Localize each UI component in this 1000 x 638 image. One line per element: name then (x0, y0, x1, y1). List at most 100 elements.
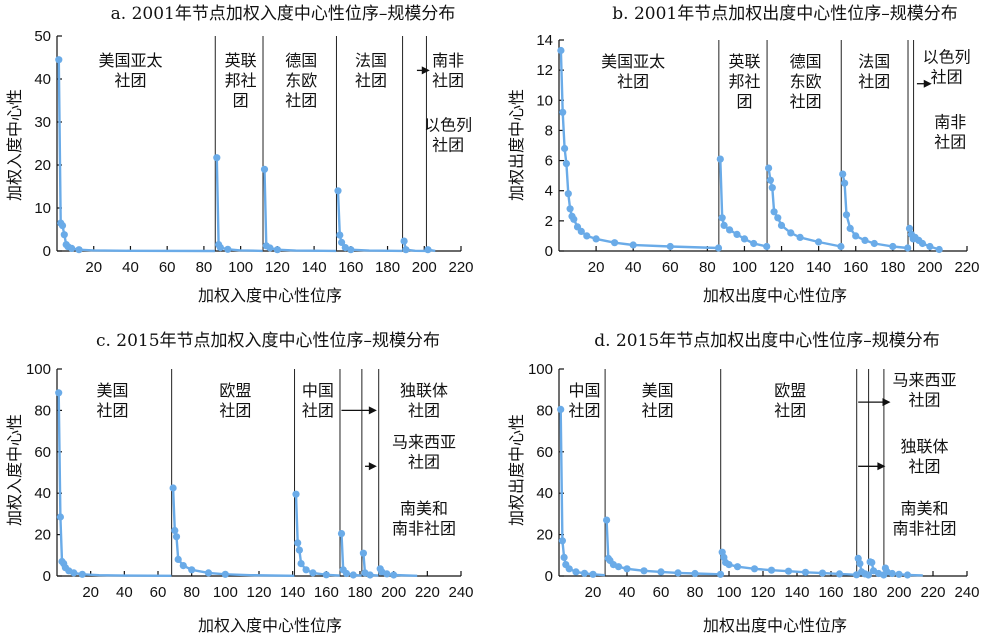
series-segment-line (719, 159, 767, 248)
data-point (852, 232, 860, 240)
x-tick-label: 200 (886, 584, 911, 601)
data-point (796, 233, 804, 241)
x-tick-label: 60 (662, 259, 679, 276)
x-tick-label: 220 (920, 584, 945, 601)
data-point (580, 569, 589, 577)
data-point (292, 490, 300, 498)
community-label-line: 独联体 (400, 381, 448, 400)
community-label-line: 社团 (908, 391, 940, 410)
data-point (818, 569, 827, 577)
community-label-line: 南非 (432, 51, 464, 70)
data-point (926, 242, 934, 251)
data-point (895, 570, 903, 578)
data-point (870, 239, 878, 248)
x-tick-label: 140 (806, 259, 831, 276)
series-segment-line (263, 169, 337, 253)
data-point (640, 567, 648, 575)
data-point (720, 221, 728, 229)
data-point (224, 245, 232, 253)
data-point (726, 226, 734, 234)
data-point (334, 187, 342, 195)
x-tick-label: 160 (314, 584, 339, 601)
community-label-line: 英联 (225, 51, 257, 70)
community-label-line: 中国 (568, 381, 600, 400)
y-tick-label: 8 (545, 122, 553, 139)
data-point (336, 231, 344, 239)
data-point (294, 539, 302, 547)
data-point (322, 571, 330, 579)
data-point (889, 242, 897, 251)
community-label: 以色列社团 (923, 48, 971, 87)
community-label-line: 社团 (432, 71, 464, 90)
community-label: 美国亚太社团 (98, 51, 162, 90)
x-tick-label: 160 (843, 259, 868, 276)
y-tick-label: 40 (34, 485, 51, 502)
y-tick-label: 20 (34, 157, 51, 174)
arrow-head-icon (923, 79, 932, 88)
data-point (172, 533, 181, 541)
community-label-line: 南非社团 (892, 519, 956, 538)
data-point (774, 214, 782, 222)
data-point (765, 164, 773, 172)
community-label-line: 南非社团 (392, 519, 456, 538)
community-label-line: 邦社 (728, 72, 760, 91)
data-point (566, 205, 574, 213)
data-point (784, 567, 793, 575)
data-point (733, 230, 741, 238)
x-tick-label: 40 (625, 259, 642, 276)
arrow-head-icon (421, 66, 430, 75)
community-label-line: 法国 (355, 51, 387, 70)
x-tick-label: 120 (246, 584, 271, 601)
community-label: 以色列社团 (424, 116, 472, 155)
data-point (716, 155, 724, 163)
community-label-line: 美国 (642, 381, 674, 400)
community-label-line: 社团 (908, 457, 940, 476)
community-label-line: 社团 (858, 72, 890, 91)
community-label-line: 英联 (728, 52, 760, 71)
data-point (213, 154, 221, 162)
community-label-line: 南非 (934, 112, 966, 131)
y-tick-label: 12 (536, 62, 553, 79)
community-label: 南非社团 (934, 112, 966, 151)
y-tick-label: 14 (536, 32, 553, 49)
chart-panel-b: b. 2001年节点加权出度中心性位序–规模分布 加权出度中心性位序 加权出度中… (507, 4, 980, 305)
y-axis-label: 加权入度中心性 (5, 89, 24, 201)
data-point (260, 165, 269, 173)
y-tick-label: 100 (528, 361, 553, 378)
x-tick-label: 40 (619, 584, 636, 601)
data-point (56, 513, 64, 521)
data-point (589, 570, 597, 578)
community-label: 中国社团 (302, 381, 334, 420)
community-label: 法国社团 (355, 51, 387, 90)
y-tick-label: 50 (34, 28, 51, 45)
series-segment-line (767, 167, 842, 248)
community-label: 欧盟社团 (774, 381, 806, 420)
y-tick-label: 60 (536, 444, 553, 461)
data-point (557, 46, 565, 55)
data-point (766, 176, 775, 184)
community-label-line: 社团 (774, 401, 806, 420)
community-label-line: 社团 (934, 132, 966, 151)
data-point (169, 484, 177, 492)
x-tick-label: 60 (653, 584, 670, 601)
x-tick-label: 240 (448, 584, 473, 601)
community-label-line: 社团 (931, 68, 963, 87)
data-point (733, 563, 742, 571)
community-label-line: 美国 (97, 381, 129, 400)
series-segment-line (215, 157, 263, 253)
data-point (904, 244, 912, 252)
data-point (68, 244, 76, 252)
data-point (725, 561, 733, 569)
x-tick-label: 60 (159, 259, 176, 276)
community-label-line: 东欧 (790, 72, 822, 91)
arrow-head-icon (368, 462, 377, 471)
data-point (841, 179, 849, 187)
x-tick-label: 80 (687, 584, 704, 601)
data-point (221, 570, 229, 578)
data-point (204, 569, 213, 577)
community-label: 独联体社团 (900, 437, 948, 476)
data-point (570, 215, 578, 223)
community-label: 南美和南非社团 (892, 499, 956, 538)
y-tick-label: 2 (545, 213, 553, 230)
x-tick-label: 220 (954, 259, 979, 276)
